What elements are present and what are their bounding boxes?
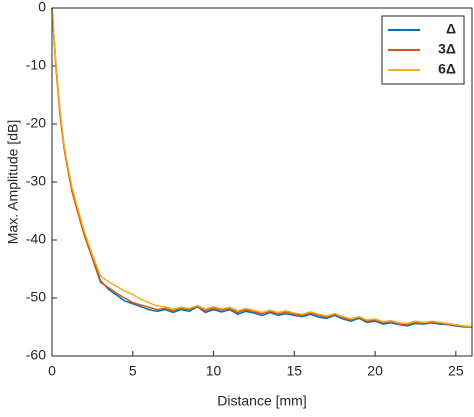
x-tick-label: 15 [287,363,303,379]
y-tick-label: -30 [26,173,46,189]
y-tick-label: -10 [26,57,46,73]
x-tick-label: 20 [367,363,383,379]
data-line [51,7,473,328]
y-tick-label: -50 [26,289,46,305]
y-tick-label: -20 [26,115,46,131]
y-axis-label: Max. Amplitude [dB] [5,120,21,245]
x-tick-label: 25 [448,363,464,379]
legend-label: 3Δ [438,41,456,57]
x-axis-label: Distance [mm] [217,393,306,409]
y-tick-label: -40 [26,231,46,247]
y-tick-label: -60 [26,347,46,363]
legend-label: Δ [446,21,456,37]
plot-frame [51,7,473,357]
data-line [51,7,473,328]
legend-label: 6Δ [438,61,456,77]
x-tick-label: 0 [48,363,56,379]
x-tick-label: 5 [129,363,137,379]
y-tick-label: 0 [38,0,46,15]
x-tick-label: 10 [206,363,222,379]
